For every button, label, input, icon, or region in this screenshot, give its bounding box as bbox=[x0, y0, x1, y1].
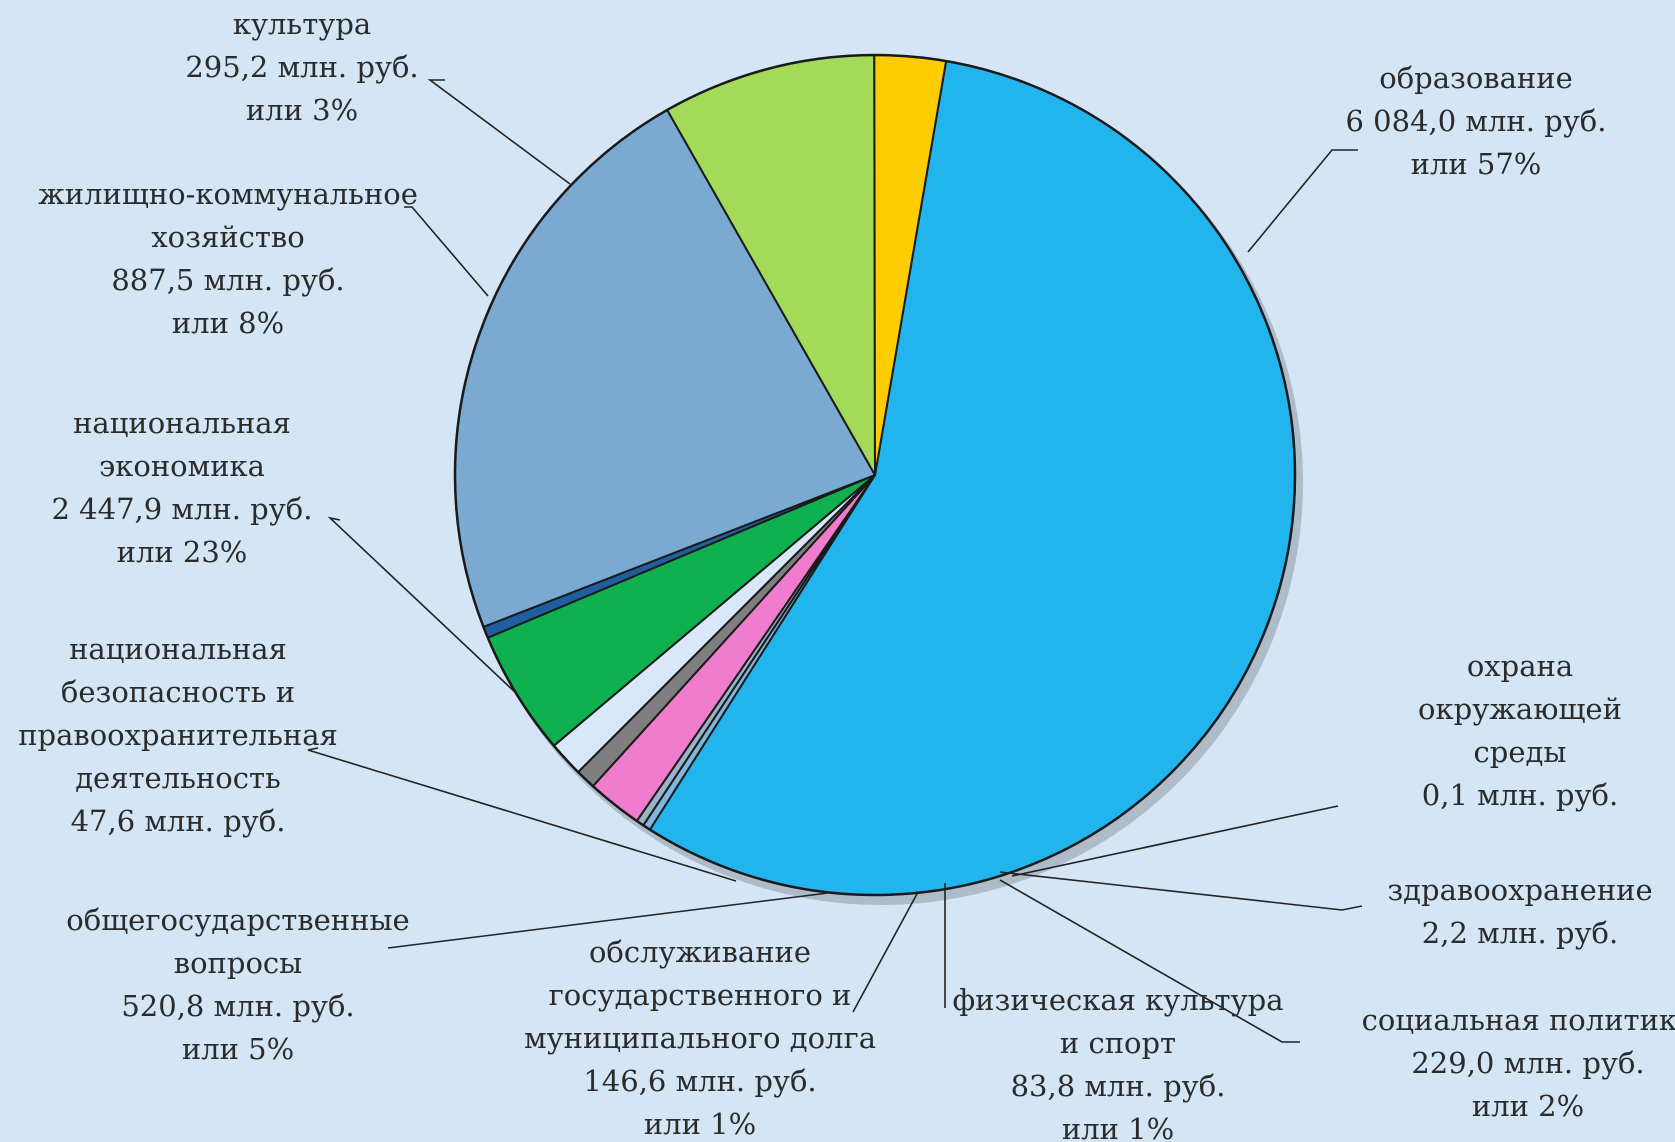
slice-label-line: 229,0 млн. руб. bbox=[1411, 1046, 1644, 1080]
slice-label-line: окружающей bbox=[1418, 692, 1622, 726]
slice-label-line: 2 447,9 млн. руб. bbox=[52, 492, 313, 526]
leader-line bbox=[1011, 805, 1339, 877]
slice-label-line: или 23% bbox=[117, 535, 248, 569]
slice-label-line: вопросы bbox=[174, 946, 302, 980]
slice-label-line: 0,1 млн. руб. bbox=[1422, 778, 1618, 812]
slice-label-line: или 3% bbox=[246, 93, 358, 127]
slice-label-line: 887,5 млн. руб. bbox=[111, 263, 344, 297]
slice-label: общегосударственные вопросы 520,8 млн. руб… bbox=[66, 903, 409, 1066]
slice-label: охрана окружающей среды 0,1 млн. руб. bbox=[1418, 649, 1622, 812]
slice-label-line: обслуживание bbox=[589, 935, 811, 969]
leader-line bbox=[387, 892, 829, 949]
slice-label: социальная политика 229,0 млн. руб. или 2% bbox=[1362, 1003, 1675, 1123]
slice-label-line: общегосударственные bbox=[66, 903, 409, 937]
slice-label-line: 6 084,0 млн. руб. bbox=[1346, 104, 1607, 138]
leader-line bbox=[999, 871, 1363, 911]
slice-label-line: социальная политика bbox=[1362, 1003, 1675, 1037]
slice-label-line: национальная bbox=[73, 406, 291, 440]
slice-label-line: хозяйство bbox=[151, 220, 304, 254]
slice-label: культура 295,2 млн. руб. или 3% bbox=[185, 7, 418, 127]
leader-line bbox=[327, 516, 519, 696]
slice-label-line: среды bbox=[1474, 735, 1567, 769]
slice-label-line: 47,6 млн. руб. bbox=[71, 804, 286, 838]
leader-line bbox=[307, 747, 737, 882]
leader-line bbox=[404, 206, 489, 297]
slice-label-line: 2,2 млн. руб. bbox=[1422, 916, 1618, 950]
slice-label-line: или 2% bbox=[1472, 1089, 1584, 1123]
slice-label: жилищно-коммунальное хозяйство 887,5 млн. … bbox=[38, 177, 418, 340]
slice-label-line: экономика bbox=[99, 449, 265, 483]
slice-label-line: 520,8 млн. руб. bbox=[121, 989, 354, 1023]
leader-line bbox=[427, 79, 571, 185]
slice-label-line: образование bbox=[1379, 61, 1572, 95]
slice-label-line: 146,6 млн. руб. bbox=[583, 1064, 816, 1098]
slice-label-line: культура bbox=[233, 7, 371, 41]
slice-label-line: охрана bbox=[1467, 649, 1573, 683]
slice-label: образование 6 084,0 млн. руб. или 57% bbox=[1346, 61, 1607, 181]
slice-label-line: или 1% bbox=[644, 1107, 756, 1141]
slice-label-line: или 5% bbox=[182, 1032, 294, 1066]
slice-label-line: муниципального долга bbox=[524, 1021, 876, 1055]
slice-label-line: 295,2 млн. руб. bbox=[185, 50, 418, 84]
slice-label: национальная безопасность и правоохранител… bbox=[18, 632, 338, 838]
slice-label-line: безопасность и bbox=[61, 675, 295, 709]
slice-label: национальная экономика 2 447,9 млн. руб. ил… bbox=[52, 406, 313, 569]
slice-label-line: национальная bbox=[69, 632, 287, 666]
slice-label-line: или 8% bbox=[172, 306, 284, 340]
slice-label-line: физическая культура bbox=[952, 983, 1283, 1017]
pie-outline bbox=[453, 53, 1297, 897]
slice-label-line: правоохранительная bbox=[18, 718, 338, 752]
slice-label: физическая культура и спорт 83,8 млн. руб.… bbox=[952, 983, 1283, 1142]
slice-label-line: здравоохранение bbox=[1387, 873, 1652, 907]
slice-label-line: жилищно-коммунальное bbox=[38, 177, 418, 211]
slice-label: обслуживание государственного и муниципаль… bbox=[524, 935, 876, 1141]
slice-label-line: государственного и bbox=[549, 978, 852, 1012]
slice-label-line: и спорт bbox=[1060, 1026, 1176, 1060]
leader-line bbox=[1247, 149, 1358, 253]
slice-label: здравоохранение 2,2 млн. руб. bbox=[1387, 873, 1652, 950]
slice-label-line: или 57% bbox=[1411, 147, 1542, 181]
slice-label-line: 83,8 млн. руб. bbox=[1011, 1069, 1226, 1103]
slice-label-line: или 1% bbox=[1062, 1112, 1174, 1142]
leader-line bbox=[999, 879, 1300, 1043]
slice-label-line: деятельность bbox=[75, 761, 281, 795]
leader-line bbox=[852, 891, 919, 1013]
